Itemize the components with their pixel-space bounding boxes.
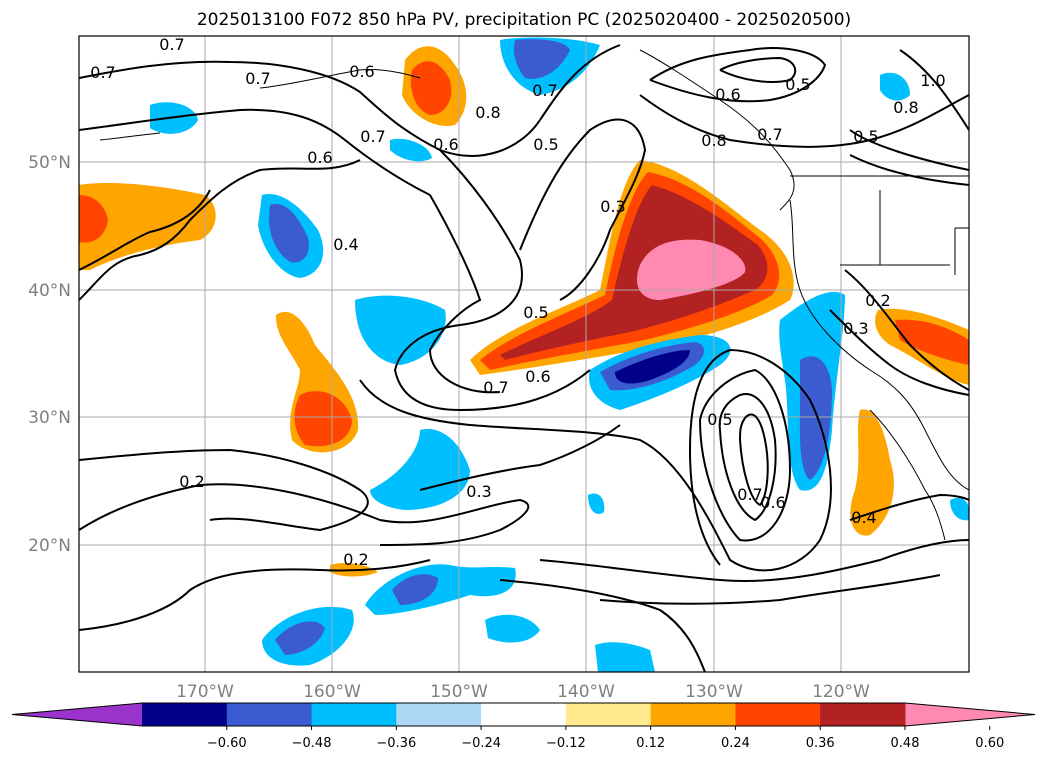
colorbar-tick-label: 0.36 (806, 736, 835, 751)
lat-label-30n: 30°N (28, 408, 71, 428)
negative-anomaly-cyan-sw3 (485, 614, 540, 643)
contour-label: 0.5 (523, 303, 548, 322)
lon-label-130w: 130°W (685, 682, 743, 702)
west-anomaly-orange (79, 183, 216, 270)
colorbar-segment (650, 703, 736, 726)
contour-label: 0.6 (349, 62, 374, 81)
lon-label-170w: 170°W (176, 682, 234, 702)
north-anomaly-red (410, 61, 452, 115)
longitude-labels: 170°W 160°W 150°W 140°W 130°W 120°W (176, 682, 870, 702)
contour-label: 0.6 (760, 493, 785, 512)
colorbar-segment (142, 703, 228, 726)
colorbar-tick-label: 0.12 (636, 736, 665, 751)
contour-label: 0.8 (701, 131, 726, 150)
colorbar-tick-label: −0.12 (546, 736, 586, 751)
lon-label-140w: 140°W (557, 682, 615, 702)
contour-label: 0.4 (851, 508, 876, 527)
negative-anomaly-cyan-mid (355, 295, 446, 365)
lon-label-160w: 160°W (303, 682, 361, 702)
east-anomaly-red (895, 319, 969, 365)
positive-anomaly-darkred (500, 185, 768, 360)
contour-label: 0.2 (343, 550, 368, 569)
graticule (79, 36, 969, 672)
colorbar-segment (226, 703, 313, 726)
contour-label: 0.6 (715, 85, 740, 104)
lon-label-150w: 150°W (430, 682, 488, 702)
baja-anomaly-orange (850, 409, 894, 536)
contour-label: 1.0 (920, 71, 945, 90)
contour-label: 0.8 (475, 103, 500, 122)
contour-label: 0.5 (533, 135, 558, 154)
colorbar-segment (735, 703, 821, 726)
colorbar-tick-label: 0.24 (721, 736, 750, 751)
negative-anomaly-cyan-small2 (390, 138, 432, 162)
contour-label: 0.7 (360, 127, 385, 146)
contour-label: 0.7 (757, 125, 782, 144)
contour-label: 0.6 (525, 367, 550, 386)
contour-label: 0.7 (159, 35, 184, 54)
contour-label: 0.4 (333, 235, 358, 254)
negative-anomaly-blue-sw1 (275, 621, 325, 655)
colorbar-extend-low (12, 703, 142, 726)
contour-label: 0.6 (433, 135, 458, 154)
contour-label: 0.7 (483, 378, 508, 397)
contour-label: 0.8 (893, 98, 918, 117)
precipitation-shading (79, 37, 969, 672)
coastlines (99, 49, 969, 541)
map-panel: 0.7 0.7 0.7 0.6 0.8 0.7 0.5 0.6 0.5 0.8 … (78, 35, 970, 673)
central-anomaly-red (294, 391, 352, 447)
contour-label: 0.6 (307, 148, 332, 167)
contour-label: 0.2 (865, 291, 890, 310)
colorbar-segment (396, 703, 482, 726)
colorbar-tick-label: −0.60 (207, 736, 247, 751)
contour-label: 0.2 (179, 472, 204, 491)
negative-anomaly-blue-east (799, 356, 832, 480)
west-anomaly-red (79, 195, 108, 243)
contour-labels: 0.7 0.7 0.7 0.6 0.8 0.7 0.5 0.6 0.5 0.8 … (90, 35, 945, 569)
negative-anomaly-cyan-small4 (588, 493, 605, 515)
colorbar-tick-label: 0.48 (891, 736, 920, 751)
negative-anomaly-blue-nw (269, 204, 309, 263)
negative-anomaly-navy-coastal (615, 350, 690, 384)
colorbar-tick-label: 0.60 (975, 736, 1004, 751)
negative-anomaly-cyan-south2 (595, 642, 655, 672)
contour-label: 0.7 (90, 63, 115, 82)
lat-label-50n: 50°N (28, 153, 71, 173)
contour-label: 0.5 (853, 127, 878, 146)
colorbar-outline (11, 702, 1036, 727)
colorbar-segment (481, 703, 567, 726)
contour-label: 0.7 (245, 69, 270, 88)
colorbar-tick-label: −0.24 (461, 736, 501, 751)
contour-label: 0.3 (843, 319, 868, 338)
contour-label: 0.5 (707, 410, 732, 429)
pv-contours (79, 44, 969, 672)
lon-label-120w: 120°W (812, 682, 870, 702)
map-title: 2025013100 F072 850 hPa PV, precipitatio… (197, 10, 851, 30)
contour-label: 0.5 (785, 75, 810, 94)
positive-anomaly-pink (636, 239, 746, 300)
negative-anomaly-cyan-small5 (950, 498, 969, 521)
contour-label: 0.3 (600, 197, 625, 216)
latitude-labels: 50°N 40°N 30°N 20°N (28, 153, 71, 556)
negative-anomaly-cyan-south (370, 429, 470, 510)
colorbar: −0.60 −0.48 −0.36 −0.24 −0.12 0.12 0.24 0.36 0.4… (11, 702, 1036, 751)
contour-label: 0.3 (466, 482, 491, 501)
negative-anomaly-blue-sw2 (392, 574, 438, 605)
contour-label: 0.7 (737, 485, 762, 504)
negative-anomaly-blue-north (513, 39, 570, 79)
map-frame (78, 35, 970, 673)
colorbar-extend-high (905, 703, 1035, 726)
colorbar-tick-label: −0.36 (376, 736, 416, 751)
colorbar-segment (820, 703, 906, 726)
contour-label: 0.7 (532, 81, 557, 100)
colorbar-segment (565, 703, 652, 726)
negative-anomaly-cyan-small3 (880, 72, 910, 101)
colorbar-tick-label: −0.48 (292, 736, 332, 751)
lat-label-40n: 40°N (28, 281, 71, 301)
colorbar-segment (311, 703, 397, 726)
lat-label-20n: 20°N (28, 536, 71, 556)
